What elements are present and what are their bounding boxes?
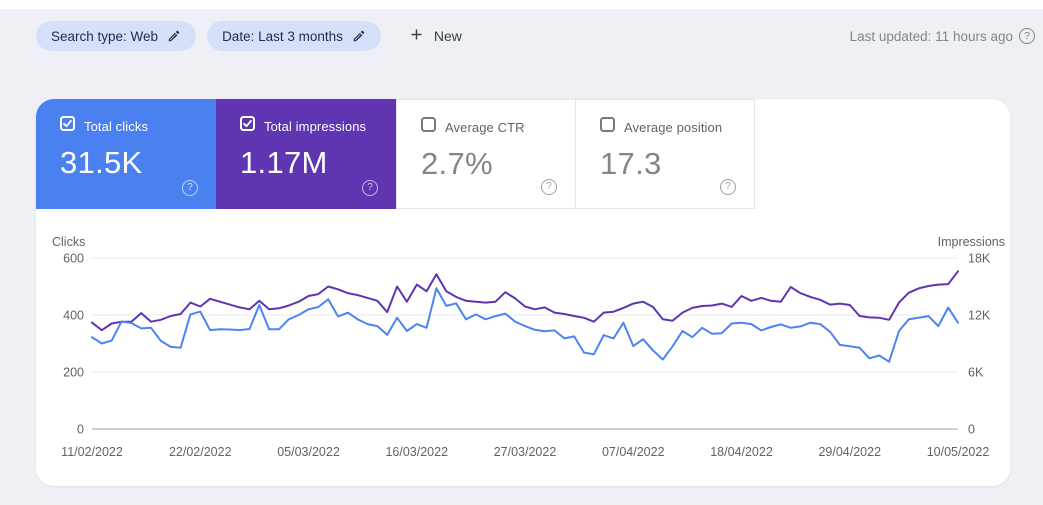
svg-text:200: 200 xyxy=(63,366,84,380)
total-impressions-value: 1.17M xyxy=(240,145,328,180)
help-icon[interactable]: ? xyxy=(541,179,557,195)
svg-text:11/02/2022: 11/02/2022 xyxy=(61,445,123,459)
svg-text:18/04/2022: 18/04/2022 xyxy=(710,445,773,459)
help-icon[interactable]: ? xyxy=(1019,28,1035,44)
date-range-chip-label: Date: Last 3 months xyxy=(222,28,343,44)
edit-pencil-icon xyxy=(352,29,366,43)
svg-text:22/02/2022: 22/02/2022 xyxy=(169,445,232,459)
new-filter-button[interactable]: New xyxy=(408,26,462,46)
performance-line-chart[interactable]: 600 400 200 0 18K 12K 6K 0 Clicks Impressions 11/0… xyxy=(36,209,1010,486)
svg-text:Impressions: Impressions xyxy=(938,235,1005,249)
total-clicks-card[interactable]: Total clicks 31.5K ? xyxy=(36,99,216,209)
help-icon[interactable]: ? xyxy=(362,180,378,196)
total-impressions-label: Total impressions xyxy=(264,118,367,134)
svg-text:18K: 18K xyxy=(968,252,991,266)
plus-icon xyxy=(408,26,425,46)
average-position-checkbox-unchecked[interactable] xyxy=(600,117,615,137)
svg-text:0: 0 xyxy=(77,423,84,437)
svg-text:600: 600 xyxy=(63,252,84,266)
svg-text:27/03/2022: 27/03/2022 xyxy=(494,445,557,459)
svg-text:05/03/2022: 05/03/2022 xyxy=(277,445,340,459)
chart-svg: 600 400 200 0 18K 12K 6K 0 Clicks Impressions 11/0… xyxy=(52,235,1005,459)
help-icon[interactable]: ? xyxy=(720,179,736,195)
top-divider-strip xyxy=(0,0,1043,9)
filter-toolbar: Search type: Web Date: Last 3 months New… xyxy=(36,21,1035,51)
svg-text:07/04/2022: 07/04/2022 xyxy=(602,445,665,459)
svg-text:0: 0 xyxy=(968,423,975,437)
average-ctr-checkbox-unchecked[interactable] xyxy=(421,117,436,137)
svg-text:10/05/2022: 10/05/2022 xyxy=(927,445,990,459)
svg-text:6K: 6K xyxy=(968,366,984,380)
search-type-chip-label: Search type: Web xyxy=(51,28,159,44)
help-icon[interactable]: ? xyxy=(182,180,198,196)
metric-cards-row: Total clicks 31.5K ? Total impressions 1… xyxy=(36,99,1010,209)
average-position-value: 17.3 xyxy=(600,146,662,181)
search-type-chip[interactable]: Search type: Web xyxy=(36,21,197,51)
performance-panel: Total clicks 31.5K ? Total impressions 1… xyxy=(36,99,1010,486)
average-ctr-card[interactable]: Average CTR 2.7% ? xyxy=(396,99,576,209)
svg-text:12K: 12K xyxy=(968,309,991,323)
svg-text:400: 400 xyxy=(63,309,84,323)
total-clicks-checkbox-checked[interactable] xyxy=(60,116,75,136)
edit-pencil-icon xyxy=(167,29,181,43)
average-position-card[interactable]: Average position 17.3 ? xyxy=(575,99,755,209)
new-filter-label: New xyxy=(433,28,462,44)
last-updated-text: Last updated: 11 hours ago xyxy=(849,28,1013,44)
svg-text:29/04/2022: 29/04/2022 xyxy=(818,445,881,459)
date-range-chip[interactable]: Date: Last 3 months xyxy=(207,21,381,51)
total-clicks-label: Total clicks xyxy=(84,118,149,134)
total-impressions-card[interactable]: Total impressions 1.17M ? xyxy=(216,99,396,209)
average-ctr-label: Average CTR xyxy=(445,119,525,135)
total-impressions-checkbox-checked[interactable] xyxy=(240,116,255,136)
average-ctr-value: 2.7% xyxy=(421,146,493,181)
average-position-label: Average position xyxy=(624,119,723,135)
total-clicks-value: 31.5K xyxy=(60,145,143,180)
svg-text:16/03/2022: 16/03/2022 xyxy=(385,445,448,459)
svg-text:Clicks: Clicks xyxy=(52,235,85,249)
